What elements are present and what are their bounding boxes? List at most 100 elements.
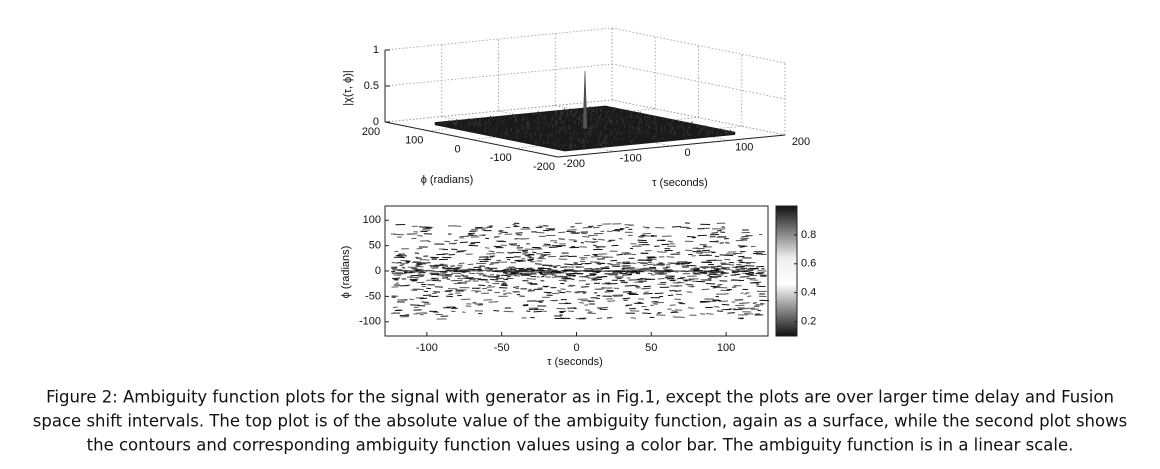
- colorbar-tick-label: 0.6: [801, 258, 816, 270]
- contour-line: [579, 260, 586, 263]
- x-tick-label: 0: [684, 147, 690, 159]
- contour-line: [657, 278, 665, 280]
- contour-line: [488, 276, 497, 278]
- contour-line: [469, 234, 474, 236]
- contour-line: [562, 280, 568, 282]
- contour-line: [504, 273, 513, 275]
- colorbar-tick-label: 0.2: [801, 315, 816, 327]
- contour-line: [630, 317, 637, 319]
- contour-line: [439, 271, 447, 273]
- contour-line: [506, 292, 512, 294]
- contour-line: [503, 310, 514, 313]
- x-tick-label: 200: [792, 136, 810, 148]
- contour-line: [721, 303, 730, 306]
- contour-line: [392, 277, 401, 280]
- y-tick-label: 100: [405, 135, 423, 147]
- contour-line: [463, 277, 473, 280]
- contour-line: [597, 288, 605, 290]
- contour-line: [405, 260, 411, 262]
- contour-line: [637, 301, 642, 304]
- contour-line: [653, 264, 657, 266]
- contour-line: [727, 312, 735, 314]
- contour-line: [593, 244, 597, 247]
- contour-line: [552, 265, 558, 268]
- axis-line: [384, 121, 559, 158]
- contour-line: [626, 269, 630, 271]
- contour-line: [441, 266, 449, 268]
- contour-line: [664, 277, 675, 279]
- contour-line: [425, 227, 430, 229]
- grid-line: [384, 99, 613, 123]
- contour-line: [439, 264, 447, 267]
- z-axis-label: |χ(τ, ϕ)|: [342, 70, 354, 105]
- contour-line: [706, 313, 714, 315]
- contour-line: [680, 264, 688, 266]
- contour-line: [647, 256, 657, 259]
- contour-line: [395, 282, 399, 284]
- contour-line: [444, 240, 451, 243]
- contour-line: [488, 301, 499, 303]
- x-tick-label: -100: [416, 342, 438, 354]
- contour-line: [644, 291, 649, 293]
- contour-line: [744, 272, 750, 275]
- contour-line: [709, 276, 718, 279]
- x-tick-label: -100: [620, 152, 642, 164]
- y-tick-label: -100: [490, 152, 512, 164]
- z-tick-label: 1: [373, 44, 379, 56]
- grid-line: [384, 63, 613, 87]
- contour-line: [627, 292, 637, 295]
- x-axis-label: τ (seconds): [652, 177, 708, 189]
- contour-line: [675, 290, 682, 292]
- contour-line: [466, 269, 476, 272]
- y-tick-label: -50: [365, 290, 381, 302]
- grid-line: [611, 99, 786, 136]
- contour-line: [713, 267, 724, 270]
- contour-line: [513, 275, 520, 277]
- contour-line: [543, 254, 548, 256]
- contour-line: [478, 256, 489, 258]
- contour-line: [536, 300, 544, 302]
- contour-line: [541, 271, 550, 274]
- y-axis-label: ϕ (radians): [421, 174, 474, 186]
- contour-line: [597, 238, 605, 241]
- colorbar-tick-label: 0.8: [801, 229, 816, 241]
- contour-line: [747, 269, 754, 272]
- contour-line: [726, 268, 731, 271]
- contour-line: [588, 234, 599, 237]
- contour-line: [636, 278, 641, 280]
- contour-line: [543, 274, 547, 276]
- grid-line: [384, 27, 613, 51]
- contour-line: [392, 306, 398, 309]
- contour-line: [503, 293, 507, 295]
- contour-line: [756, 253, 762, 255]
- contour-line: [701, 249, 710, 252]
- contour-line: [558, 258, 568, 260]
- y-tick-label: -200: [533, 161, 555, 173]
- x-tick-label: 100: [717, 342, 735, 354]
- contour-line: [696, 280, 706, 283]
- contour-line: [749, 279, 758, 281]
- caption-line: space shift intervals. The top plot is o…: [33, 412, 1127, 431]
- contour-line: [671, 310, 677, 312]
- contour-line: [670, 269, 674, 272]
- y-tick-label: 0: [375, 265, 381, 277]
- grid-line: [611, 27, 786, 64]
- contour-line: [530, 275, 537, 278]
- contour-line: [684, 283, 694, 286]
- contour-line: [496, 274, 501, 277]
- contour-line: [582, 226, 593, 229]
- contour-line: [729, 264, 735, 266]
- contour-line: [654, 269, 662, 272]
- contour-line: [452, 306, 456, 309]
- contour-line: [573, 307, 578, 310]
- contour-line: [391, 296, 396, 299]
- contour-line: [599, 266, 609, 269]
- grid-line: [611, 63, 786, 100]
- contour-line: [496, 259, 502, 262]
- contour-line: [399, 264, 405, 266]
- contour-line: [419, 297, 428, 300]
- contour-line: [543, 286, 548, 288]
- contour-line: [479, 260, 488, 263]
- contour-line: [397, 299, 407, 301]
